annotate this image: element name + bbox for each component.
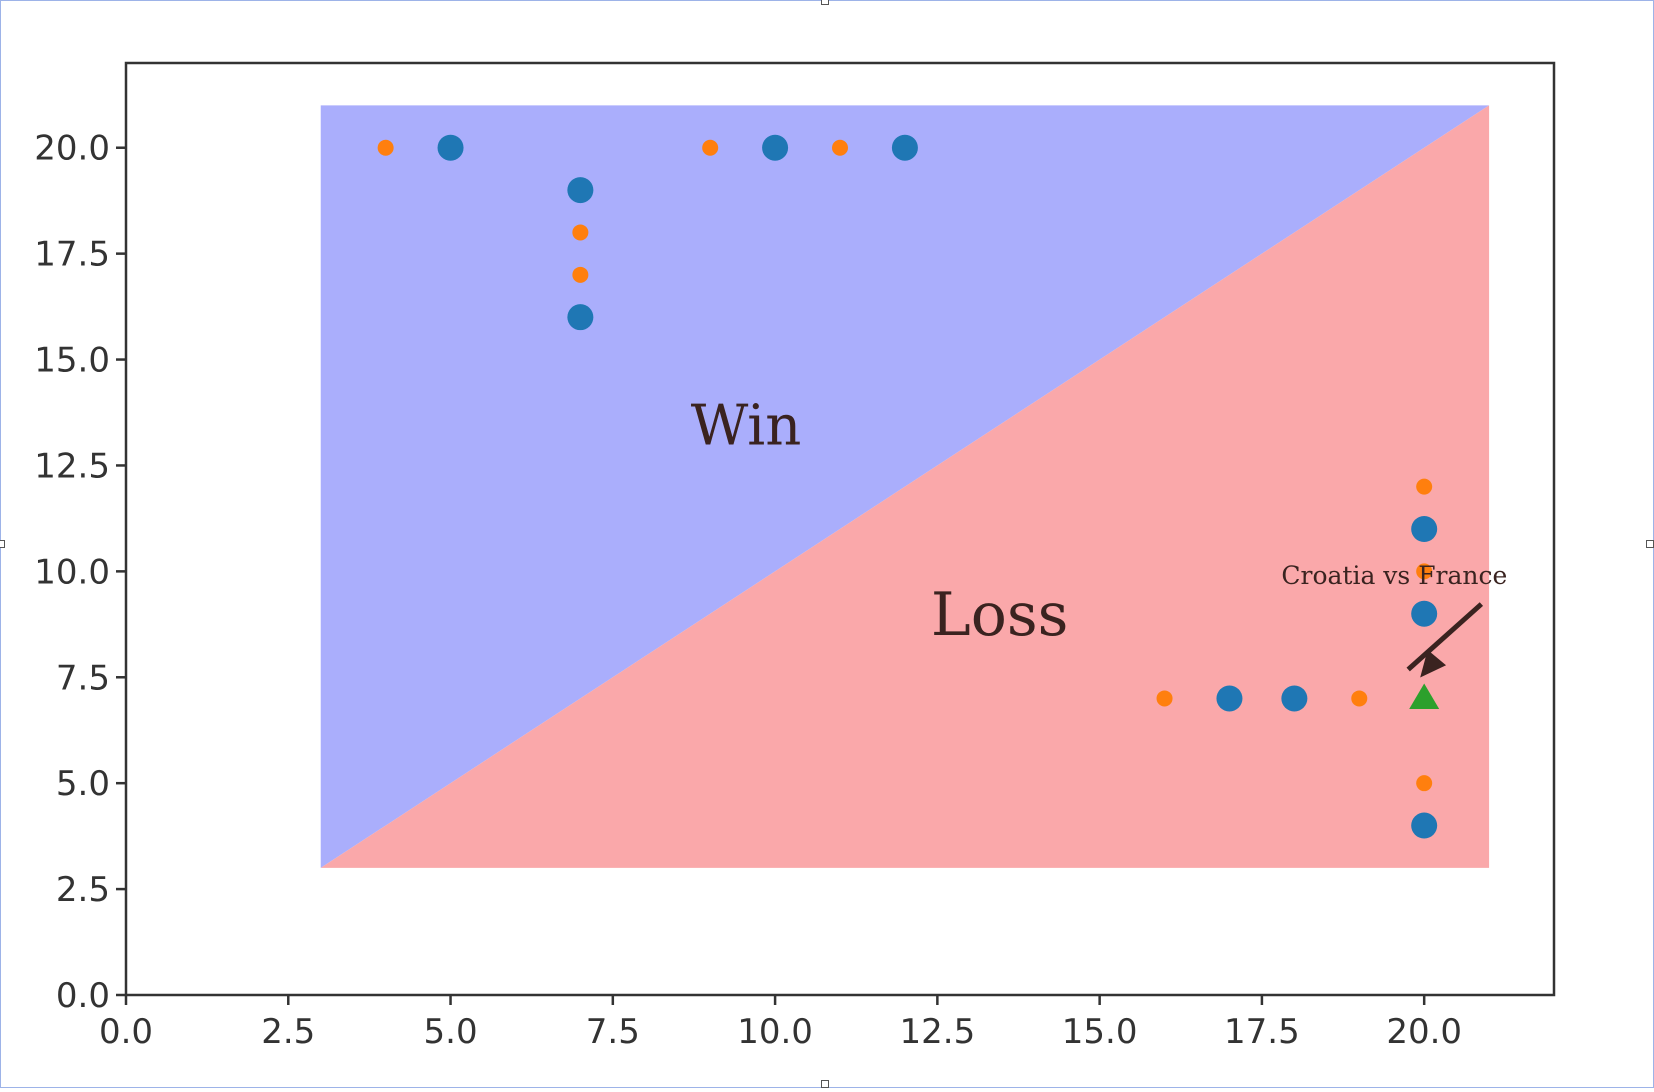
annotation-croatia-vs-france: Croatia vs France xyxy=(1281,561,1507,590)
x-tick-label: 5.0 xyxy=(424,1012,478,1052)
resize-handle-bottom[interactable] xyxy=(821,1080,829,1088)
x-tick-label: 17.5 xyxy=(1224,1012,1300,1052)
x-tick-label: 15.0 xyxy=(1062,1012,1138,1052)
point-triangle xyxy=(1409,683,1440,709)
point-large xyxy=(437,134,464,161)
y-tick-label: 0.0 xyxy=(56,976,110,1016)
point-small xyxy=(572,266,589,283)
y-tick-label: 5.0 xyxy=(56,764,110,804)
x-tick-label: 10.0 xyxy=(737,1012,813,1052)
y-tick-label: 2.5 xyxy=(56,870,110,910)
point-large xyxy=(762,134,789,161)
point-large xyxy=(567,177,594,204)
y-tick-label: 17.5 xyxy=(34,235,110,275)
point-small xyxy=(1351,690,1368,707)
annotation-loss: Loss xyxy=(931,580,1069,650)
annotation-arrow-line xyxy=(1406,602,1484,672)
x-tick-label: 20.0 xyxy=(1386,1012,1462,1052)
y-tick-label: 7.5 xyxy=(56,658,110,698)
region-loss xyxy=(320,105,1490,868)
y-tick-label: 15.0 xyxy=(34,341,110,381)
plot-area-frame xyxy=(124,61,1556,997)
x-tick-label: 12.5 xyxy=(900,1012,976,1052)
point-small xyxy=(832,139,848,156)
y-tick-label: 20.0 xyxy=(34,129,110,169)
point-large xyxy=(1411,600,1438,627)
point-small xyxy=(702,139,719,156)
point-large xyxy=(567,304,594,331)
y-tick-label: 10.0 xyxy=(34,552,110,592)
point-small xyxy=(1416,775,1433,792)
point-large xyxy=(891,134,918,161)
x-tick-label: 7.5 xyxy=(586,1012,640,1052)
point-small xyxy=(1416,478,1433,495)
point-large xyxy=(1411,516,1438,542)
point-large xyxy=(1411,812,1438,839)
annotation-win: Win xyxy=(691,393,802,458)
point-small xyxy=(1416,563,1433,580)
resize-handle-left[interactable] xyxy=(0,540,5,548)
x-tick-label: 0.0 xyxy=(99,1012,153,1052)
point-small xyxy=(1156,690,1173,707)
y-tick-label: 12.5 xyxy=(34,446,110,486)
point-small xyxy=(377,139,394,156)
point-large xyxy=(1216,685,1243,712)
x-tick-label: 2.5 xyxy=(261,1012,315,1052)
resize-handle-top[interactable] xyxy=(821,0,829,5)
annotation-arrowhead xyxy=(1420,649,1447,678)
point-large xyxy=(1281,685,1308,712)
point-small xyxy=(572,224,589,241)
